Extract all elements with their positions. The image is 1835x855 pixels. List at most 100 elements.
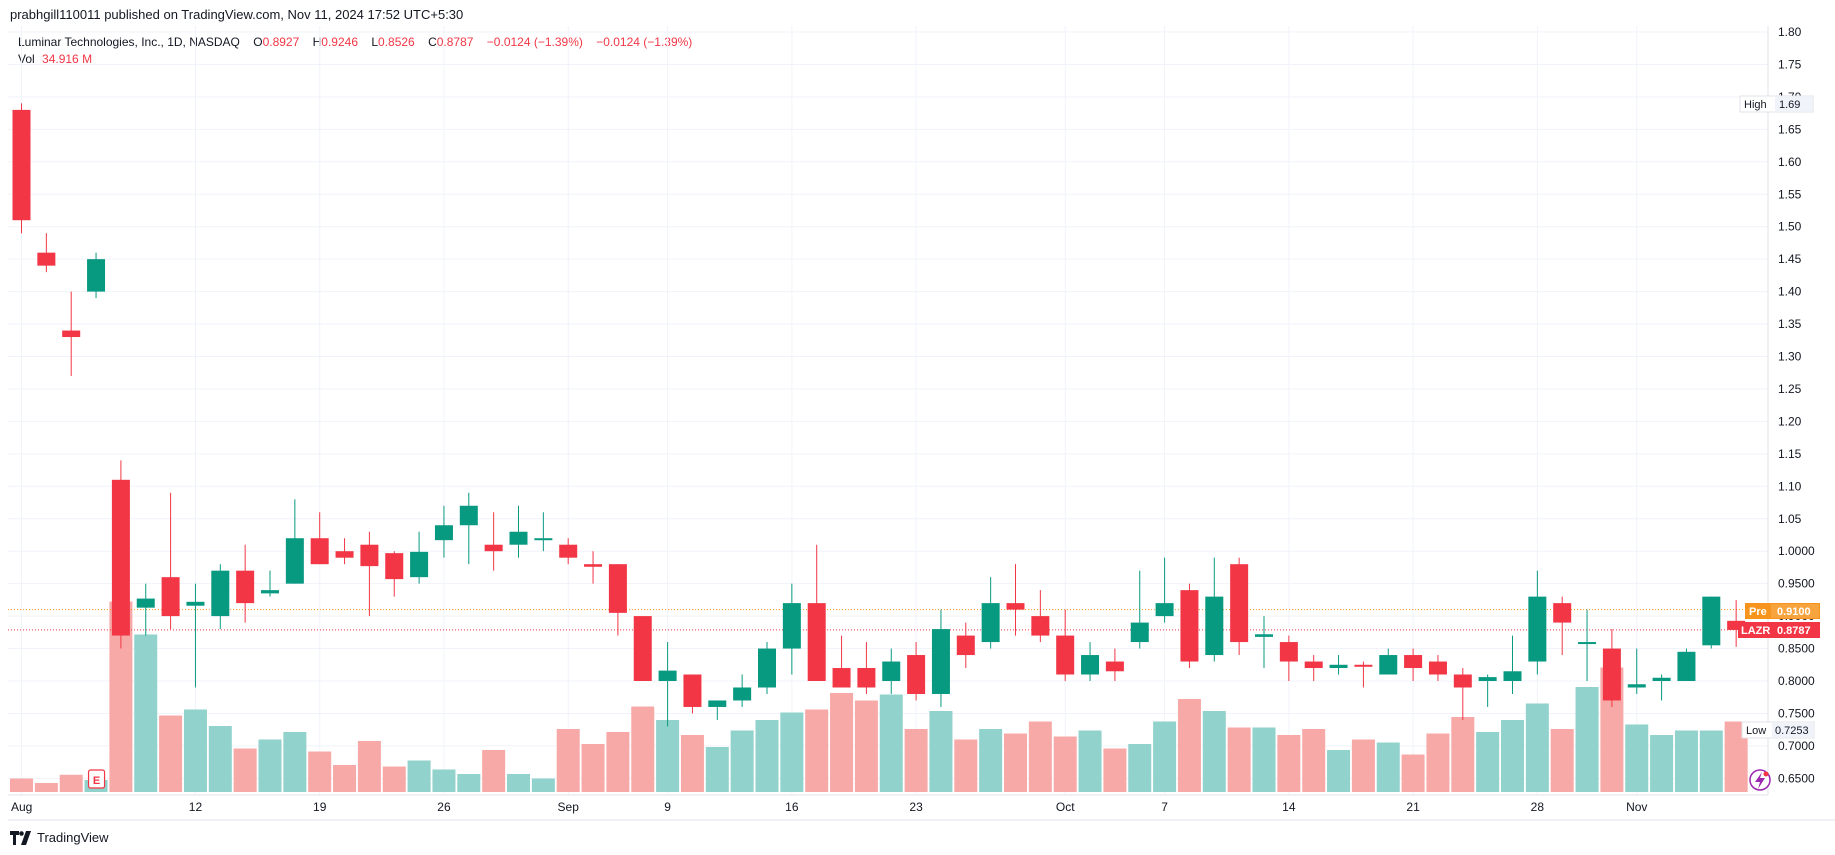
candle bbox=[161, 492, 180, 630]
lightning-icon[interactable] bbox=[1749, 769, 1771, 791]
candle-body bbox=[434, 525, 453, 541]
y-axis-ticks: 0.65000.70000.75000.80000.85000.90000.95… bbox=[1778, 25, 1815, 785]
earnings-marker[interactable]: E bbox=[87, 769, 106, 789]
candle-body bbox=[1230, 564, 1249, 643]
candle-body bbox=[62, 330, 81, 338]
candle bbox=[1379, 648, 1398, 675]
candle-body bbox=[1279, 642, 1298, 662]
candle bbox=[857, 642, 876, 694]
candle-body bbox=[1428, 661, 1447, 675]
candle-body bbox=[1578, 642, 1597, 645]
candle bbox=[683, 674, 702, 714]
volume-bar bbox=[208, 726, 232, 792]
candle-body bbox=[1105, 661, 1124, 672]
candle-body bbox=[807, 603, 826, 681]
y-tick-label: 0.7000 bbox=[1778, 739, 1815, 753]
volume-bar bbox=[1674, 730, 1698, 792]
y-tick-label: 0.8000 bbox=[1778, 674, 1815, 688]
volume-bar bbox=[979, 729, 1003, 792]
candle bbox=[509, 505, 528, 558]
candle-body bbox=[1627, 684, 1646, 688]
candle-body bbox=[633, 616, 652, 681]
candle bbox=[236, 544, 255, 623]
volume-bar bbox=[109, 601, 133, 792]
candle-body bbox=[1130, 622, 1149, 643]
grid bbox=[8, 26, 1768, 795]
candle bbox=[410, 531, 429, 584]
candle bbox=[931, 609, 950, 707]
candle bbox=[782, 583, 801, 675]
symbol-legend: Luminar Technologies, Inc., 1D, NASDAQ O… bbox=[18, 34, 692, 68]
candle-body bbox=[1528, 596, 1547, 662]
volume-bar bbox=[1575, 687, 1599, 792]
candle bbox=[1304, 655, 1323, 681]
volume-bar bbox=[1476, 732, 1500, 792]
volume-bar bbox=[730, 730, 754, 792]
y-tick-label: 1.05 bbox=[1778, 512, 1802, 526]
volume-bar bbox=[1202, 711, 1226, 792]
candle-body bbox=[956, 635, 975, 656]
volume-bar bbox=[1426, 733, 1450, 792]
volume-bar bbox=[333, 765, 357, 792]
candle bbox=[584, 551, 603, 584]
tradingview-logo[interactable]: TradingView bbox=[10, 830, 109, 845]
candle bbox=[559, 538, 578, 565]
candle bbox=[882, 648, 901, 694]
candle-body bbox=[1602, 648, 1621, 701]
candle bbox=[1578, 609, 1597, 681]
candle-body bbox=[1031, 616, 1050, 636]
candle bbox=[807, 544, 826, 681]
volume-bar bbox=[507, 774, 530, 792]
low-label: L bbox=[371, 35, 379, 49]
high-value: 0.9246 bbox=[321, 35, 358, 49]
volume-bar bbox=[1650, 735, 1674, 792]
candle bbox=[1081, 642, 1100, 681]
candle-body bbox=[1478, 677, 1497, 681]
x-tick-label: 7 bbox=[1161, 800, 1168, 814]
candle bbox=[211, 564, 230, 630]
candle bbox=[1677, 648, 1696, 681]
candle-body bbox=[708, 700, 727, 707]
volume-bar bbox=[656, 720, 680, 792]
candle-body bbox=[236, 570, 255, 604]
pre-badge-label: Pre bbox=[1749, 606, 1767, 618]
axes bbox=[8, 26, 1835, 821]
volume-bar bbox=[1053, 736, 1077, 792]
candle bbox=[261, 570, 279, 597]
earnings-marker-label: E bbox=[93, 775, 100, 787]
y-tick-label: 0.7500 bbox=[1778, 706, 1815, 720]
x-tick-label: Oct bbox=[1056, 800, 1075, 814]
candle-body bbox=[1255, 634, 1273, 637]
pre-badge-value: 0.9100 bbox=[1777, 606, 1811, 618]
x-tick-label: Sep bbox=[558, 800, 580, 814]
candle-body bbox=[832, 668, 851, 688]
tradingview-brand: TradingView bbox=[37, 830, 109, 845]
volume-bar bbox=[258, 739, 282, 792]
high-badge-label: High bbox=[1744, 99, 1767, 111]
candle bbox=[87, 252, 106, 299]
volume-bar bbox=[283, 732, 307, 792]
low-badge: Low 0.7253 bbox=[1741, 721, 1815, 739]
volume-bar bbox=[1078, 730, 1102, 792]
publish-line: prabhgill110011 published on TradingView… bbox=[10, 7, 464, 22]
volume-bar bbox=[1550, 729, 1574, 792]
candle bbox=[285, 499, 304, 584]
candle bbox=[832, 635, 851, 688]
candle-body bbox=[559, 544, 578, 558]
candle-body bbox=[981, 603, 1000, 643]
y-tick-label: 1.0000 bbox=[1778, 544, 1815, 558]
candle-body bbox=[733, 687, 752, 701]
volume-bar bbox=[631, 706, 655, 792]
y-tick-label: 0.8500 bbox=[1778, 642, 1815, 656]
volume-bar bbox=[1103, 748, 1127, 792]
volume-bar bbox=[1327, 750, 1351, 792]
lazr-badge-value: 0.8787 bbox=[1777, 625, 1811, 637]
close-label: C bbox=[428, 35, 437, 49]
candle bbox=[1354, 661, 1373, 688]
ohlc-row: Luminar Technologies, Inc., 1D, NASDAQ O… bbox=[18, 34, 692, 51]
candle-body bbox=[1453, 674, 1472, 688]
volume-bar bbox=[755, 720, 779, 792]
y-tick-label: 1.25 bbox=[1778, 382, 1802, 396]
candle bbox=[1652, 674, 1671, 701]
